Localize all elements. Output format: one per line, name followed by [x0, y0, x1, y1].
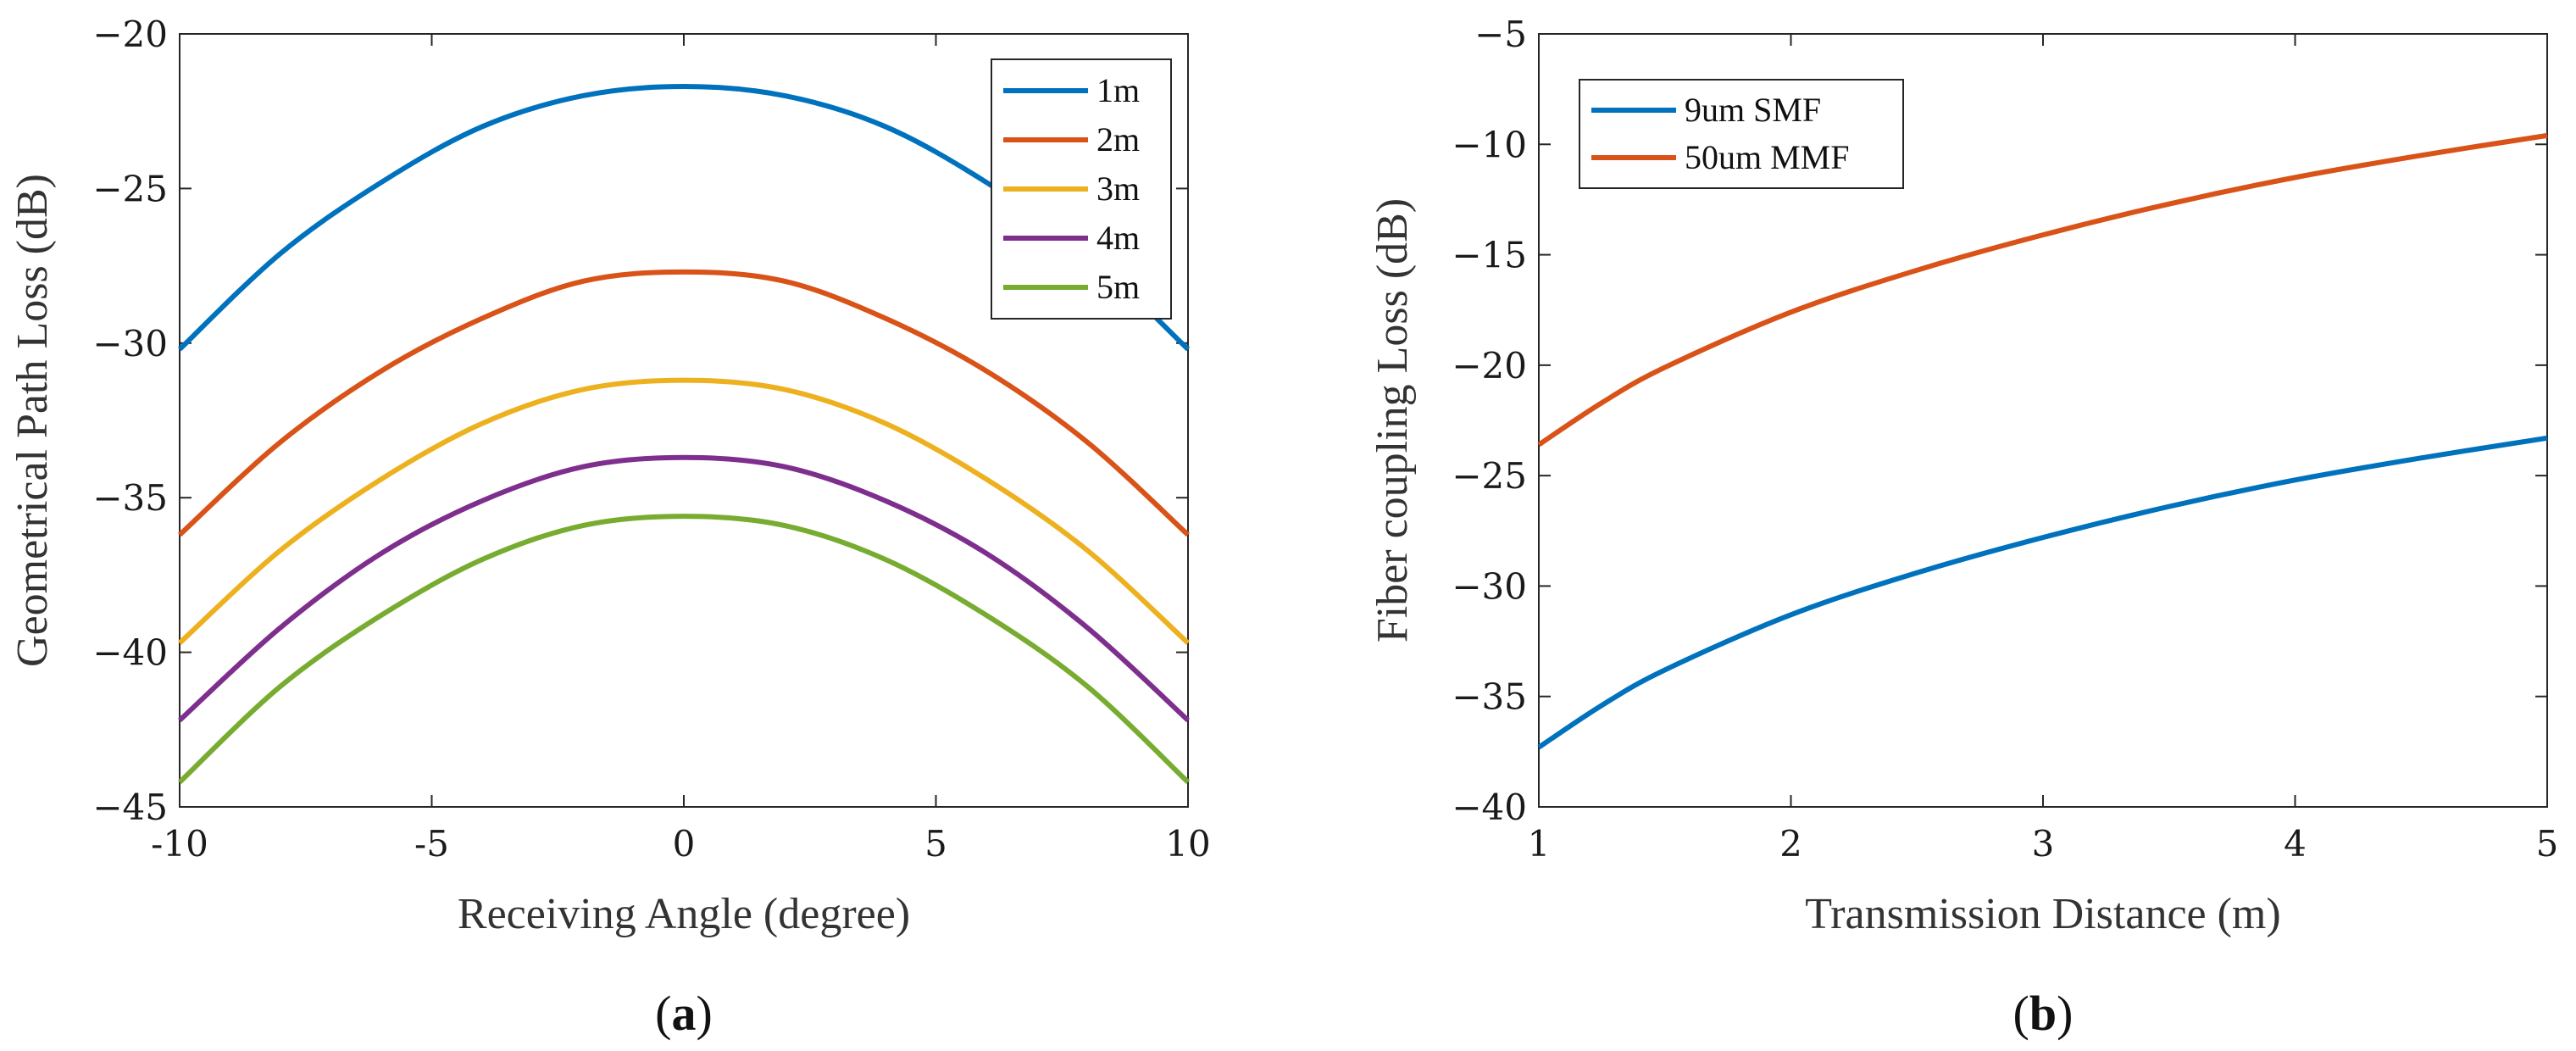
- series-line-2m: [177, 269, 1191, 537]
- x-tick-label: 2: [1779, 823, 1802, 865]
- panel-label: (a): [655, 986, 713, 1041]
- x-tick-label: 4: [2284, 823, 2307, 865]
- x-tick-label: -5: [414, 823, 449, 865]
- y-tick-label: −40: [92, 632, 168, 674]
- y-tick-label: −40: [1452, 787, 1527, 828]
- y-tick-label: −10: [1452, 124, 1527, 165]
- x-axis-label: Receiving Angle (degree): [458, 890, 910, 938]
- legend-box: [1579, 79, 1904, 189]
- y-tick-label: −5: [1474, 14, 1527, 55]
- y-tick-label: −35: [92, 477, 168, 519]
- legend-label-50um-mmf: 50um MMF: [1685, 138, 1850, 176]
- y-tick-label: −20: [1452, 345, 1527, 386]
- legend-label-9um-smf: 9um SMF: [1685, 91, 1821, 129]
- panel-label: (b): [2013, 986, 2074, 1041]
- y-tick-label: −35: [1452, 676, 1527, 718]
- y-tick-label: −25: [1452, 455, 1527, 497]
- series-line-5m: [177, 514, 1191, 784]
- series-line-50um-mmf: [1537, 132, 2548, 448]
- legend-label-4m: 4m: [1096, 219, 1140, 257]
- y-axis-label: Fiber coupling Loss (dB): [1368, 198, 1417, 642]
- legend-label-5m: 5m: [1096, 268, 1140, 306]
- chart-a: -10 -5 0 5 10 −45 −40 −35 −30 −25 −20 1m 2m 3m 4m 5m Rec…: [8, 14, 1211, 1041]
- legend-label-1m: 1m: [1096, 71, 1140, 109]
- legend-label-3m: 3m: [1096, 170, 1140, 208]
- series-line-4m: [177, 454, 1191, 723]
- legend-label-2m: 2m: [1096, 120, 1140, 158]
- x-tick-label: 0: [673, 823, 696, 865]
- series-line-9um-smf: [1537, 435, 2548, 750]
- x-tick-label: -10: [151, 823, 208, 865]
- x-tick-label: 1: [1528, 823, 1551, 865]
- chart-b: 1 2 3 4 5 −40 −35 −30 −25 −20 −15 −10 −5 9um SMF 50um …: [1368, 14, 2558, 1041]
- series-line-3m: [177, 377, 1191, 645]
- x-tick-label: 5: [924, 823, 947, 865]
- y-tick-label: −25: [92, 168, 168, 209]
- y-tick-label: −45: [92, 787, 168, 828]
- x-tick-label: 10: [1165, 823, 1210, 865]
- y-tick-label: −20: [92, 14, 168, 55]
- y-tick-label: −30: [92, 323, 168, 364]
- x-axis-label: Transmission Distance (m): [1805, 890, 2280, 938]
- y-axis-label: Geometrical Path Loss (dB): [8, 174, 57, 667]
- y-tick-label: −15: [1452, 235, 1527, 276]
- y-tick-label: −30: [1452, 565, 1527, 607]
- x-tick-label: 3: [2032, 823, 2055, 865]
- x-tick-label: 5: [2536, 823, 2559, 865]
